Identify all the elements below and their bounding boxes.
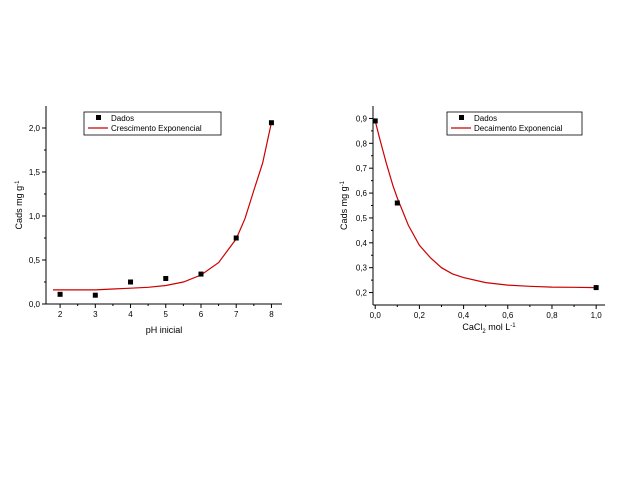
y-tick-label: 0,4 [356, 239, 368, 248]
y-tick-label: 0,5 [356, 214, 368, 223]
x-tick-label: 0,6 [502, 311, 514, 320]
x-axis-ticks: 2 3 4 5 6 7 8 [58, 304, 274, 319]
data-point [57, 291, 63, 297]
y-tick-label: 1,5 [29, 168, 41, 177]
data-point [92, 292, 98, 298]
chart-ph: 2 3 4 5 6 7 8 0,0 0,5 1,0 1,5 2,0 Dados Cresciment… [14, 106, 282, 335]
y-axis-label-exponent: -1 [15, 180, 21, 186]
data-point [163, 275, 169, 281]
x-axis-label-subscript: 2 [482, 329, 486, 335]
legend: Dados Decaimento Exponencial [446, 111, 583, 136]
data-point [372, 118, 378, 124]
y-axis-label: Cads mg g-1 [14, 180, 24, 230]
x-tick-label: 6 [199, 310, 204, 319]
y-axis-ticks: 0,0 0,5 1,0 1,5 2,0 [29, 124, 46, 309]
x-axis-label: pH inicial [146, 325, 183, 335]
x-tick-label: 0,2 [414, 311, 426, 320]
legend-marker-icon [459, 115, 464, 120]
axes [372, 106, 605, 306]
data-point [268, 120, 274, 126]
y-tick-label: 0,9 [356, 114, 368, 123]
x-tick-label: 5 [164, 310, 169, 319]
x-tick-label: 7 [234, 310, 239, 319]
legend-marker-icon [96, 115, 101, 120]
x-tick-label: 0,0 [370, 311, 382, 320]
y-tick-label: 1,0 [29, 212, 41, 221]
x-axis-ticks: 0,0 0,2 0,4 0,6 0,8 1,0 [370, 305, 603, 320]
y-axis-label: Cads mg g-1 [339, 180, 349, 230]
x-tick-label: 1,0 [591, 311, 603, 320]
axes [45, 106, 282, 305]
data-point [233, 235, 239, 241]
data-point [128, 279, 134, 285]
y-axis-label-text: Cads mg g [339, 186, 349, 230]
x-tick-label: 0,4 [458, 311, 470, 320]
fit-curve-crescimento [53, 122, 272, 291]
y-tick-label: 0,7 [356, 164, 368, 173]
fit-curve-decaimento [374, 120, 597, 289]
data-points [372, 118, 599, 291]
data-point [198, 271, 204, 277]
legend-label-dados: Dados [474, 114, 497, 123]
legend-label-crescimento: Crescimento Exponencial [111, 124, 202, 133]
y-tick-label: 0,2 [356, 289, 368, 298]
x-tick-label: 0,8 [546, 311, 558, 320]
data-point [593, 285, 599, 291]
y-tick-label: 0,5 [29, 256, 41, 265]
legend: Dados Crescimento Exponencial [83, 111, 222, 136]
legend-label-dados: Dados [111, 114, 134, 123]
y-tick-label: 0,6 [356, 189, 368, 198]
chart-cacl2: 0,0 0,2 0,4 0,6 0,8 1,0 0,2 0,3 0,4 0,5 0,6 0,7 0,8… [339, 106, 605, 335]
x-tick-label: 2 [58, 310, 63, 319]
x-tick-label: 8 [269, 310, 274, 319]
legend-box [83, 111, 222, 136]
x-axis-label-text: CaCl [462, 322, 482, 332]
x-tick-label: 3 [93, 310, 98, 319]
x-axis-label-unit: mol L [486, 322, 511, 332]
legend-label-decaimento: Decaimento Exponencial [474, 124, 563, 133]
legend-box [446, 111, 583, 136]
y-tick-label: 0,8 [356, 139, 368, 148]
data-point [394, 200, 400, 206]
x-axis-label-exponent: -1 [510, 323, 516, 329]
y-tick-label: 0,0 [29, 300, 41, 309]
y-axis-label-exponent: -1 [340, 180, 346, 186]
y-axis-ticks: 0,2 0,3 0,4 0,5 0,6 0,7 0,8 0,9 [356, 114, 373, 298]
data-points [57, 120, 274, 298]
x-axis-label: CaCl2 mol L-1 [462, 322, 516, 335]
y-axis-label-text: Cads mg g [14, 186, 24, 230]
x-tick-label: 4 [128, 310, 133, 319]
y-tick-label: 2,0 [29, 124, 41, 133]
y-tick-label: 0,3 [356, 264, 368, 273]
